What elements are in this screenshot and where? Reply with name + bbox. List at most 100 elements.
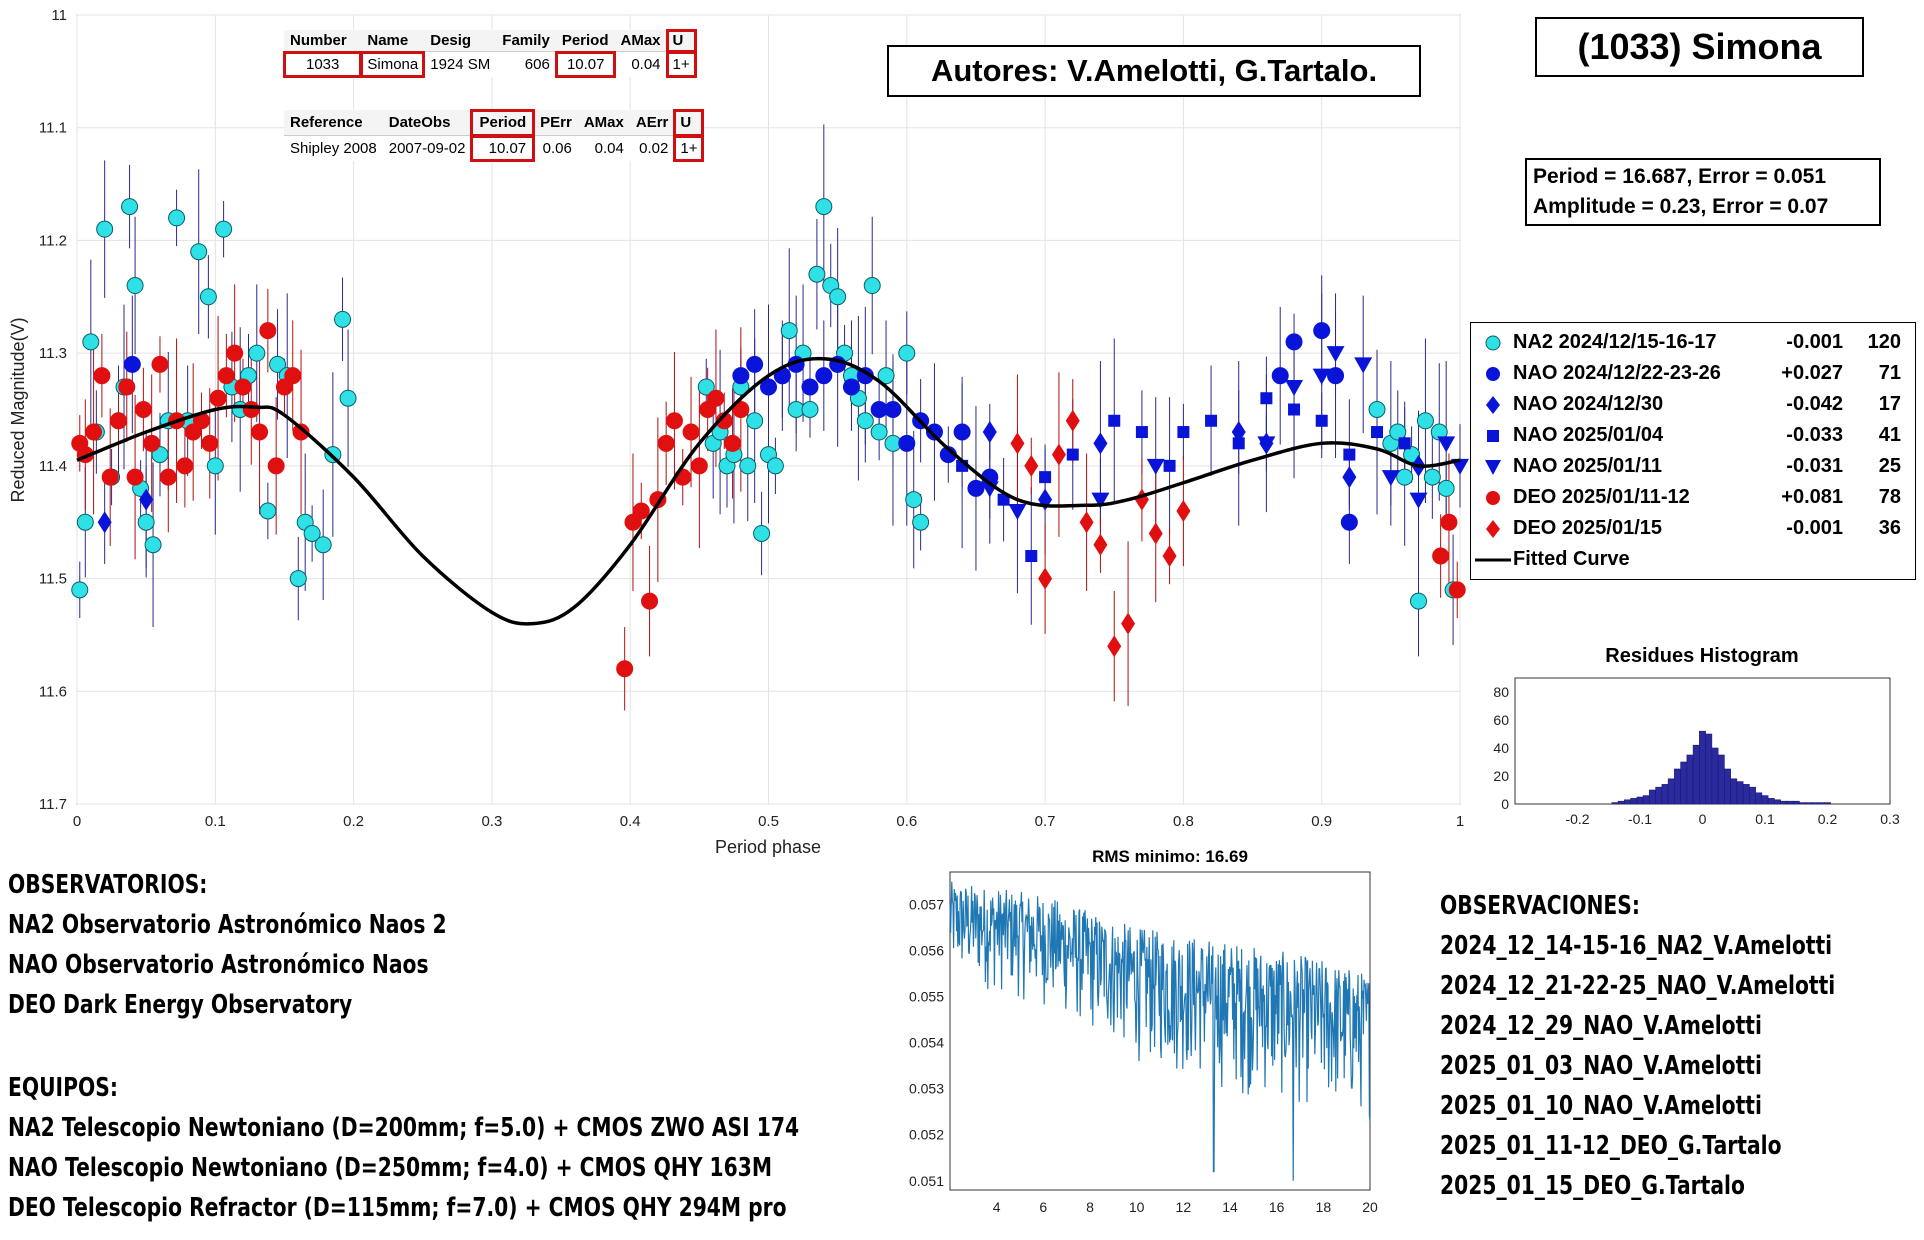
rms-x-tick-label: 12 <box>1176 1199 1192 1215</box>
data-point <box>1389 423 1407 441</box>
legend-offset: -0.001 <box>1786 517 1843 539</box>
rms-x-tick-label: 10 <box>1129 1199 1145 1215</box>
data-point <box>1440 513 1458 531</box>
data-point <box>690 457 708 475</box>
observacion-line: 2025_01_11-12_DEO_G.Tartalo <box>1440 1131 1782 1161</box>
data-point <box>259 502 277 520</box>
data-point <box>71 581 89 599</box>
data-point <box>96 220 114 238</box>
legend-label: NAO 2024/12/30 <box>1513 393 1664 415</box>
data-point <box>267 457 285 475</box>
observaciones-heading: OBSERVACIONES: <box>1440 891 1641 921</box>
data-point <box>732 367 750 385</box>
rms-x-tick-label: 8 <box>1086 1199 1094 1215</box>
x-tick-label: 1 <box>1456 813 1464 830</box>
x-tick-label: 0.9 <box>1311 813 1332 830</box>
col-reference: Reference <box>284 110 383 136</box>
cyan-circle-marker-icon <box>1473 333 1513 353</box>
equipo-line: DEO Telescopio Refractor (D=115mm; f=7.0… <box>8 1193 787 1223</box>
data-point <box>801 401 819 418</box>
legend-count: 71 <box>1878 362 1901 384</box>
observacion-line: 2024_12_14-15-16_NA2_V.Amelotti <box>1440 931 1833 961</box>
histogram-bar <box>1649 789 1656 805</box>
histogram-x-tick-label: 0.1 <box>1755 811 1775 827</box>
histogram-bar <box>1692 744 1700 805</box>
y-tick-label: 11.7 <box>39 796 67 813</box>
data-point <box>1285 379 1304 396</box>
data-point <box>707 389 725 407</box>
blue-circle-marker-icon <box>1473 364 1513 384</box>
data-point <box>176 457 194 475</box>
cell-number: 1033 <box>282 50 363 78</box>
y-tick-label: 11.3 <box>39 345 67 362</box>
data-point <box>1416 412 1434 430</box>
fitted-curve-line <box>76 356 1461 626</box>
data-point <box>82 333 100 351</box>
histogram-bar <box>1817 802 1825 805</box>
data-point <box>1288 403 1301 416</box>
histogram-y-tick-label: 0 <box>1501 796 1509 812</box>
observatorios-block: OBSERVATORIOS: NA2 Observatorio Astronóm… <box>8 865 570 1025</box>
histogram-x-tick-label: 0 <box>1699 811 1707 827</box>
data-point <box>616 660 634 678</box>
data-point <box>870 423 888 441</box>
cell-period: 10.07 <box>470 134 536 162</box>
data-point <box>1381 470 1400 487</box>
data-point <box>1398 437 1411 450</box>
legend-item: DEO 2025/01/11-12 +0.081 78 <box>1473 482 1913 513</box>
y-tick-label: 11.2 <box>39 232 67 249</box>
data-point <box>126 277 144 295</box>
data-point <box>159 468 177 486</box>
table-row: 1033 Simona 1924 SM 606 10.07 0.04 1+ <box>282 50 697 78</box>
col-period: Period <box>555 30 615 52</box>
data-point <box>632 502 650 520</box>
data-point <box>760 378 777 396</box>
data-point <box>657 434 675 452</box>
data-point <box>1038 567 1053 590</box>
data-point <box>829 288 847 306</box>
histogram-bar <box>1774 799 1781 805</box>
histogram-bar <box>1617 800 1625 805</box>
histogram-bar <box>1730 778 1738 805</box>
cell-amax: 0.04 <box>631 56 661 73</box>
data-point <box>1108 414 1121 427</box>
rms-x-tick-label: 6 <box>1039 1199 1047 1215</box>
data-point <box>1285 333 1303 351</box>
data-point <box>123 355 141 373</box>
rms-x-tick-label: 20 <box>1362 1199 1378 1215</box>
data-point <box>997 493 1010 506</box>
histogram-bar <box>1742 784 1750 805</box>
legend-item: DEO 2025/01/15 -0.001 36 <box>1473 513 1913 544</box>
data-point <box>641 592 659 610</box>
data-point <box>1079 511 1094 534</box>
histogram-bar <box>1624 799 1631 805</box>
data-point <box>209 389 227 407</box>
data-point <box>1371 426 1384 439</box>
authors-box: Autores: V.Amelotti, G.Tartalo. <box>887 45 1421 97</box>
data-point <box>1410 592 1428 610</box>
data-point <box>1065 409 1080 432</box>
data-point <box>97 511 112 534</box>
histogram-bar <box>1811 802 1819 805</box>
histogram-x-tick-label: 0.2 <box>1818 811 1838 827</box>
data-point <box>1232 437 1245 450</box>
histogram-y-tick-label: 60 <box>1493 712 1509 728</box>
histogram-bar <box>1736 781 1744 805</box>
histogram-bar <box>1630 798 1638 805</box>
data-point <box>217 367 235 385</box>
observatorio-line: NA2 Observatorio Astronómico Naos 2 <box>8 910 447 940</box>
blue-diamond-marker-icon <box>1473 395 1513 415</box>
legend-count: 36 <box>1878 517 1901 539</box>
rms-title: RMS minimo: 16.69 <box>1092 847 1248 866</box>
data-point <box>1257 436 1276 453</box>
table-row: Shipley 2008 2007-09-02 10.07 0.06 0.04 … <box>284 134 705 162</box>
data-point <box>856 412 874 430</box>
data-point <box>151 355 169 373</box>
amplitude-line: Amplitude = 0.23, Error = 0.07 <box>1533 195 1829 218</box>
data-point <box>292 423 310 441</box>
data-point <box>697 378 715 396</box>
histogram-bar <box>1705 733 1713 805</box>
data-point <box>1148 522 1163 545</box>
x-axis-label: Period phase <box>715 837 821 857</box>
data-point <box>1315 414 1328 427</box>
